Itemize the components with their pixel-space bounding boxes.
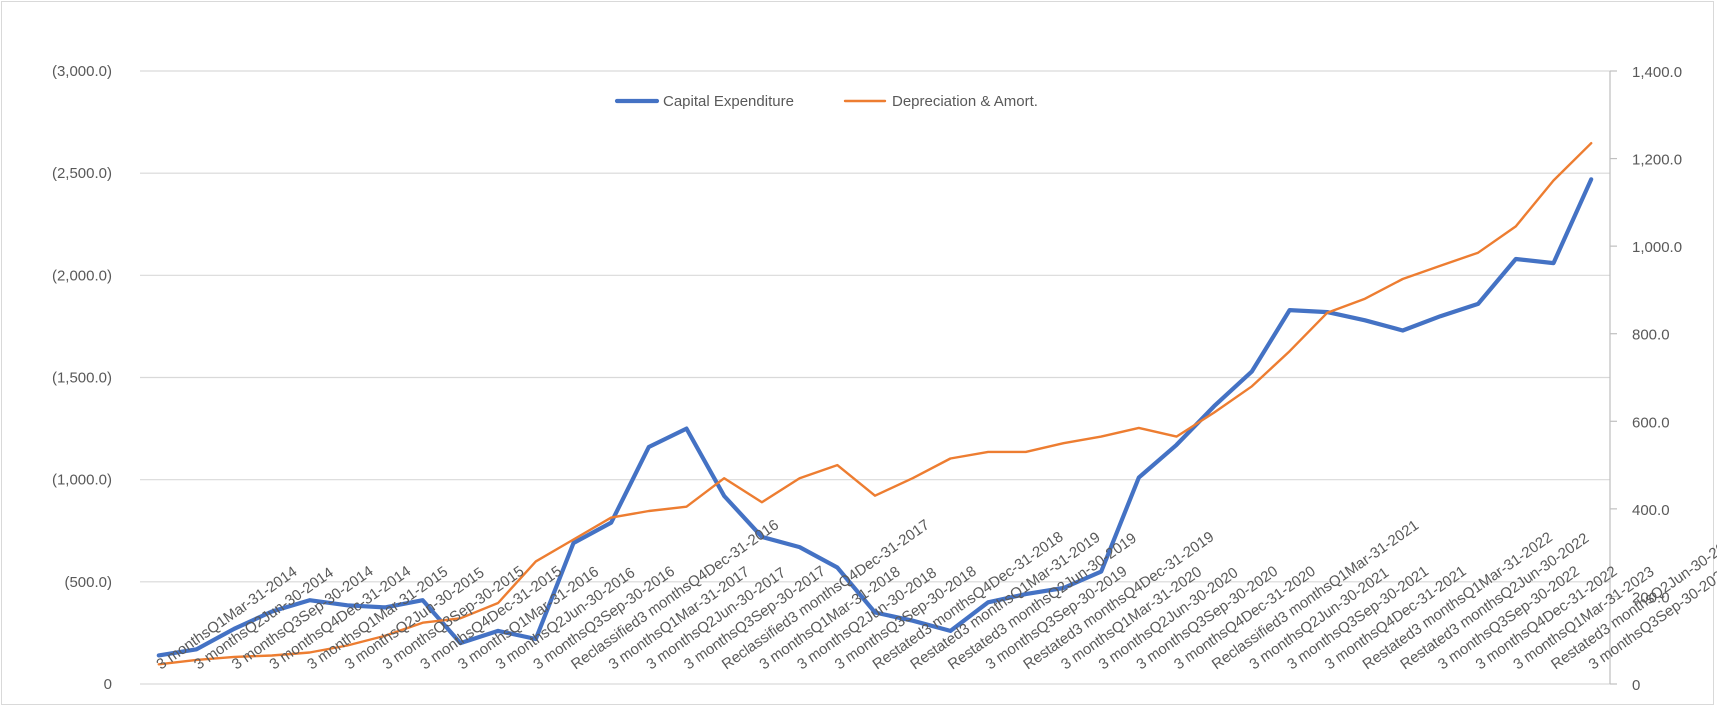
right-axis-tick-label: 600.0 [1632,414,1670,431]
right-axis-tick-label: 0 [1632,677,1640,694]
left-axis-tick-labels: 0 (500.0) (1,000.0) (1,500.0) (2,000.0) (2,50… [52,63,112,693]
right-axis-tick-label: 1,400.0 [1632,64,1682,81]
legend-label-capital-expenditure: Capital Expenditure [663,93,794,110]
left-axis-tick-label: 0 [104,676,112,693]
left-axis-tick-label: (1,500.0) [52,370,112,387]
left-axis-tick-label: (1,000.0) [52,472,112,489]
axes [140,70,1617,685]
left-axis-tick-label: (3,000.0) [52,63,112,80]
left-axis-tick-label: (2,500.0) [52,165,112,182]
legend: Capital Expenditure Depreciation & Amort. [614,93,1038,110]
left-axis-tick-label: (500.0) [64,574,112,591]
series-line-capital-expenditure [156,177,1594,658]
left-axis-tick-label: (2,000.0) [52,267,112,284]
series-lines [156,141,1594,666]
right-axis-tick-label: 1,200.0 [1632,152,1682,169]
right-axis-tick-label: 800.0 [1632,327,1670,344]
gridlines [140,70,1610,583]
right-axis-tick-label: 200.0 [1632,589,1670,606]
right-axis-tick-label: 1,000.0 [1632,239,1682,256]
series-line-depreciation-amort [157,141,1593,666]
right-axis-tick-labels: 0 200.0 400.0 600.0 800.0 1,000.0 1,200.0 1,400… [1632,64,1682,694]
legend-label-depreciation-amort: Depreciation & Amort. [892,93,1038,110]
right-axis-tick-label: 400.0 [1632,502,1670,519]
